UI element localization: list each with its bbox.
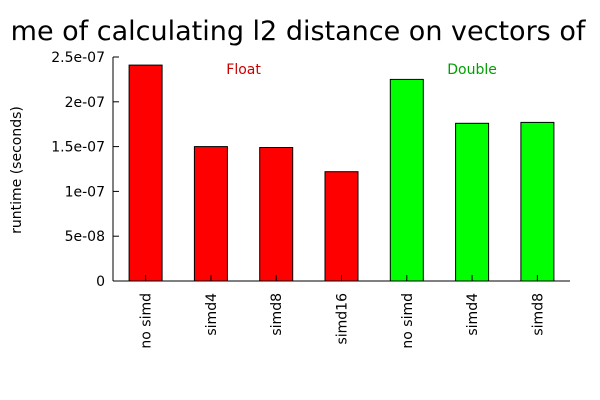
y-tick-label-1: 5e-08 [65, 229, 105, 245]
x-tick-label-4: no simd [400, 293, 416, 349]
bar-simd4-1 [193, 146, 228, 282]
y-tick-label-0: 0 [96, 274, 105, 290]
y-tick-label-5: 2.5e-07 [51, 50, 105, 66]
x-tick-label-3: simd16 [335, 293, 351, 345]
y-tick-label-4: 2e-07 [65, 95, 105, 111]
group-label-double: Double [447, 62, 497, 78]
group-label-float: Float [226, 62, 261, 78]
chart-title: me of calculating l2 distance on vectors… [11, 16, 587, 47]
x-tick-label-0: no simd [139, 293, 155, 349]
y-tick-label-3: 1.5e-07 [51, 140, 105, 156]
plot-area: 0 5e-08 1e-07 1.5e-07 2e-07 2.5e-07 no simd sim… [51, 50, 570, 349]
bar-simd16-3 [324, 171, 359, 282]
y-tick-label-2: 1e-07 [65, 184, 105, 200]
y-axis-label: runtime (seconds) [9, 106, 25, 234]
bar-simd4-5 [455, 122, 490, 282]
bar-no-simd-0 [128, 64, 163, 282]
bar-simd8-2 [259, 147, 294, 282]
bar-simd8-6 [520, 121, 555, 282]
x-tick-label-6: simd8 [530, 293, 546, 336]
x-tick-label-1: simd4 [204, 293, 220, 336]
x-tick-label-2: simd8 [269, 293, 285, 336]
bar-no-simd-4 [389, 78, 424, 282]
x-tick-label-5: simd4 [465, 293, 481, 336]
